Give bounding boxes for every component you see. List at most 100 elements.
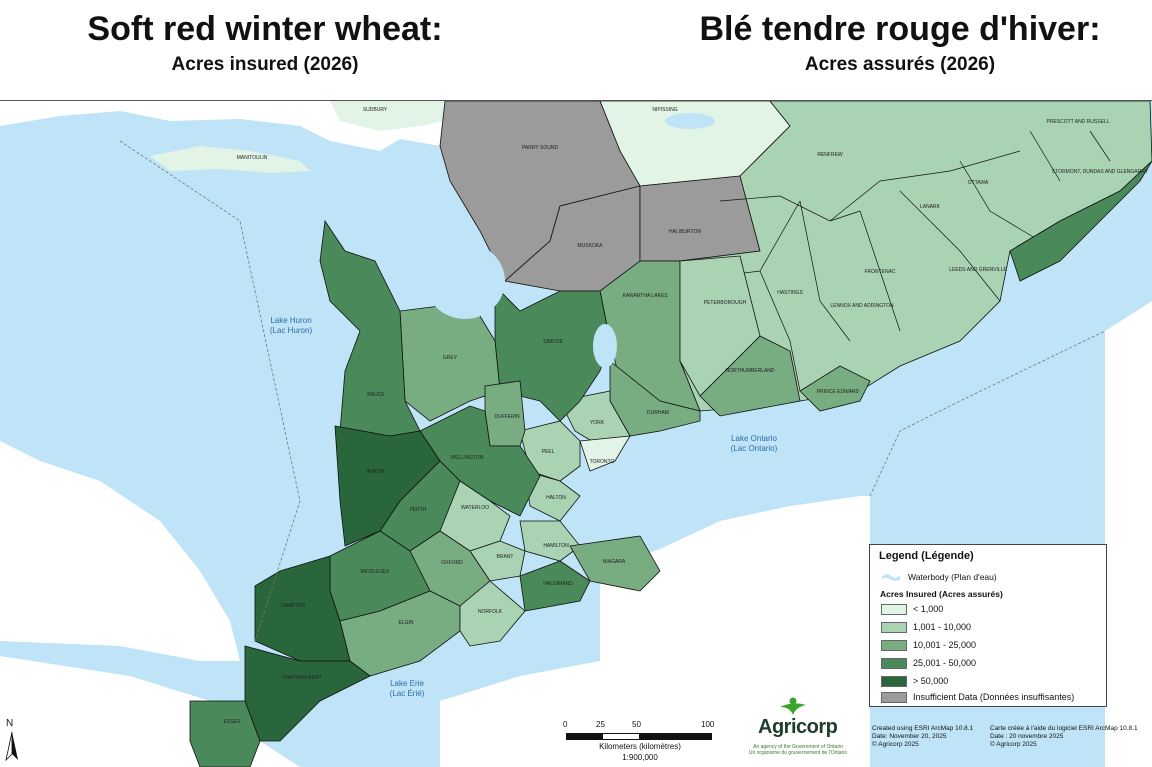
credits-en-line1: Created using ESRI ArcMap 10.8.1 [872,725,974,732]
label-dufferin: DUFFERIN [494,414,520,420]
title-french: Blé tendre rouge d'hiver: [699,10,1101,48]
us-land-east-right [1105,301,1152,767]
label-kawartha: KAWARTHA LAKES [622,293,668,299]
legend-swatch [881,657,907,669]
lake-nipissing [665,113,715,129]
map-canvas: SUDBURY NIPISSING MANITOULIN PARRY SOUND… [0,101,1152,767]
label-norfolk: NORFOLK [478,609,503,615]
legend-insufficient: Insufficient Data (Données insuffisantes… [881,691,1074,703]
label-parry-sound: PARRY SOUND [522,145,559,151]
label-waterloo: WATERLOO [461,505,489,511]
county-prince-edward [799,365,871,412]
county-labels: SUDBURY NIPISSING MANITOULIN PARRY SOUND… [224,107,1149,725]
county-hamilton [519,520,581,562]
label-peel: PEEL [542,449,555,455]
label-lake-erie: Lake Erie [390,679,424,688]
logo-wordmark: Agricorp [758,716,838,738]
label-lambton: LAMBTON [281,603,305,609]
label-ottawa: OTTAWA [968,180,989,186]
label-niagara: NIAGARA [603,559,626,565]
label-essex: ESSEX [224,719,241,725]
agricorp-figure-icon [780,697,806,715]
legend-class-label: > 50,000 [913,676,949,686]
label-lennox: LENNOX AND ADDINGTON [830,303,894,309]
waterbody-icon [882,574,900,581]
legend-title: Legend (Légende) [879,550,974,562]
scale-tick: 0 [563,720,568,729]
county-haldimand [519,560,591,612]
credits-en-line3: © Agricorp 2025 [872,741,919,748]
label-renfrew: RENFREW [817,152,843,158]
legend-swatch [881,621,907,633]
label-wellington: WELLINGTON [451,455,484,461]
logo-tagline-fr: Un organisme du gouvernement de l'Ontari… [748,750,848,756]
logo-tagline: An agency of the Government of Ontario U… [748,744,848,756]
label-lake-huron-fr: (Lac Huron) [270,326,313,335]
international-boundary [119,140,1106,642]
label-york: YORK [590,420,605,426]
logo-tagline-en: An agency of the Government of Ontario [753,744,843,750]
label-lanark: LANARK [920,204,941,210]
legend-class-2: 1,001 - 10,000 [881,621,971,633]
us-land-southeast [440,571,860,767]
label-prescott: PRESCOTT AND RUSSELL [1047,119,1110,125]
credits-fr-line2: Date : 20 novembre 2025 [990,733,1064,740]
scale-bar-graphic [566,733,712,740]
label-simcoe: SIMCOE [543,339,563,345]
legend-class-3: 10,001 - 25,000 [881,639,976,651]
scale-ratio: 1:900,000 [622,753,658,762]
legend-waterbody: Waterbody (Plan d'eau) [880,571,997,582]
legend-swatch [881,603,907,615]
legend-swatch [881,639,907,651]
subtitle-french: Acres assurés (2026) [804,54,996,75]
label-perth: PERTH [410,507,427,513]
north-arrow-icon [5,731,18,762]
label-lake-huron: Lake Huron [270,316,311,325]
county-halton [524,470,581,522]
label-durham: DURHAM [647,410,669,416]
legend-waterbody-label: Waterbody (Plan d'eau) [908,571,997,582]
eastern-boundaries [679,130,1111,392]
us-land-michigan [0,441,240,661]
label-frontenac: FRONTENAC [864,269,896,275]
label-stormont: STORMONT, DUNDAS AND GLENGARRY [1052,169,1149,175]
label-nipissing: NIPISSING [652,107,677,113]
lake-simcoe [593,324,617,368]
label-oxford: OXFORD [441,560,463,566]
label-brant: BRANT [497,554,514,560]
label-haliburton: HALIBURTON [669,229,701,235]
county-niagara [569,535,661,592]
legend-class-1: < 1,000 [881,603,943,615]
label-haldimand: HALDIMAND [543,581,573,587]
label-peterborough: PETERBOROUGH [704,300,747,306]
scale-tick: 50 [632,720,641,729]
credits-french: Carte créée à l'aide du logiciel ESRI Ar… [990,725,1152,749]
legend-acres-title: Acres Insured (Acres assurés) [880,589,1003,599]
legend: Legend (Légende) Waterbody (Plan d'eau) … [869,544,1107,707]
label-northumberland: NORTHUMBERLAND [725,368,774,374]
county-stormont [1009,160,1152,282]
agricorp-logo: Agricorp An agency of the Government of … [738,697,848,761]
label-hastings: HASTINGS [777,290,803,296]
county-norfolk [459,580,526,647]
label-lake-ontario: Lake Ontario [731,434,777,443]
legend-insufficient-label: Insufficient Data (Données insuffisantes… [913,692,1075,702]
title-english: Soft red winter wheat: [87,10,443,48]
scale-bar: 0 25 50 100 Kilometers (kilomètres) 1:90… [560,720,720,766]
scale-tick: 100 [701,720,715,729]
label-halton: HALTON [546,495,566,501]
label-huron: HURON [366,469,385,475]
county-essex [189,700,261,767]
legend-class-label: 1,001 - 10,000 [913,622,972,632]
legend-class-label: < 1,000 [913,604,944,614]
label-chatham: CHATHAM-KENT [282,675,321,681]
legend-swatch [881,675,907,687]
label-muskoka: MUSKOKA [577,243,603,249]
subtitle-english: Acres insured (2026) [171,54,359,75]
label-lake-erie-fr: (Lac Érié) [390,689,425,698]
label-prince-edward: PRINCE EDWARD [817,389,860,395]
label-hamilton: HAMILTON [543,543,569,549]
label-middlesex: MIDDLESEX [361,569,391,575]
legend-class-4: 25,001 - 50,000 [881,657,976,669]
manitoulin-island [150,146,310,173]
